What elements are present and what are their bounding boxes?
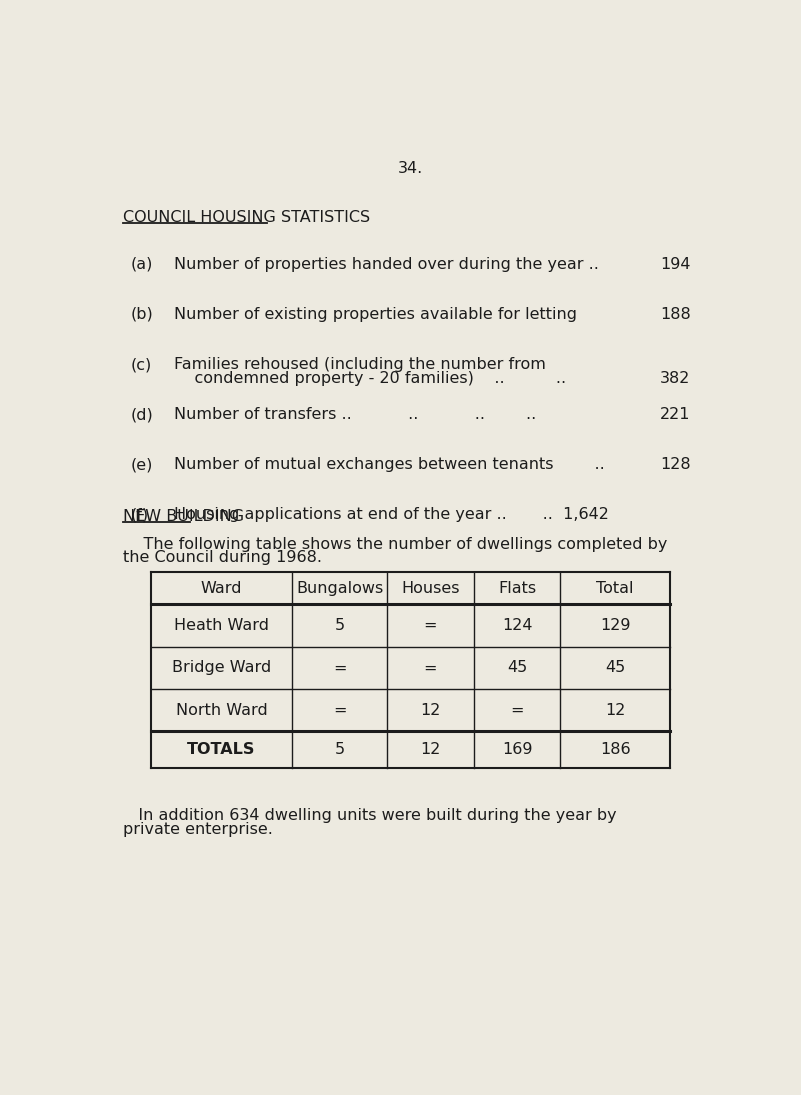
- Text: 169: 169: [501, 742, 533, 757]
- Text: 12: 12: [420, 742, 441, 757]
- Text: Number of transfers ..           ..           ..        ..: Number of transfers .. .. .. ..: [174, 407, 536, 422]
- Text: (d): (d): [131, 407, 154, 422]
- Text: 34.: 34.: [397, 161, 423, 175]
- Text: COUNCIL HOUSING STATISTICS: COUNCIL HOUSING STATISTICS: [123, 210, 371, 224]
- Text: (a): (a): [131, 257, 154, 272]
- Text: the Council during 1968.: the Council during 1968.: [123, 551, 322, 565]
- Text: The following table shows the number of dwellings completed by: The following table shows the number of …: [123, 538, 668, 552]
- Text: 5: 5: [335, 742, 344, 757]
- Text: 45: 45: [507, 660, 527, 676]
- Text: Families rehoused (including the number from: Families rehoused (including the number …: [174, 357, 545, 372]
- Text: (b): (b): [131, 307, 154, 322]
- Text: Bungalows: Bungalows: [296, 581, 383, 596]
- Text: private enterprise.: private enterprise.: [123, 822, 273, 837]
- Text: (c): (c): [131, 357, 152, 372]
- Text: TOTALS: TOTALS: [187, 742, 256, 757]
- Text: =: =: [424, 660, 437, 676]
- Text: 129: 129: [600, 618, 630, 633]
- Text: Total: Total: [597, 581, 634, 596]
- Text: Number of existing properties available for letting: Number of existing properties available …: [174, 307, 577, 322]
- Text: 186: 186: [600, 742, 630, 757]
- Text: Number of mutual exchanges between tenants        ..: Number of mutual exchanges between tenan…: [174, 457, 605, 472]
- Text: North Ward: North Ward: [175, 703, 268, 717]
- Text: =: =: [424, 618, 437, 633]
- Text: 221: 221: [660, 407, 690, 422]
- Text: 124: 124: [501, 618, 533, 633]
- Text: 382: 382: [660, 371, 690, 385]
- Text: =: =: [510, 703, 524, 717]
- Text: 128: 128: [660, 457, 690, 472]
- Text: Heath Ward: Heath Ward: [174, 618, 269, 633]
- Text: NEW BUILDING: NEW BUILDING: [123, 509, 244, 523]
- Text: In addition 634 dwelling units were built during the year by: In addition 634 dwelling units were buil…: [123, 808, 617, 823]
- Text: Houses: Houses: [401, 581, 460, 596]
- Text: 188: 188: [660, 307, 690, 322]
- Text: 5: 5: [335, 618, 344, 633]
- Text: Housing applications at end of the year ..       ..  1,642: Housing applications at end of the year …: [174, 507, 609, 522]
- Text: (e): (e): [131, 457, 154, 472]
- Text: (f): (f): [131, 507, 149, 522]
- Text: Number of properties handed over during the year ..: Number of properties handed over during …: [174, 257, 598, 272]
- Text: 194: 194: [660, 257, 690, 272]
- Text: Flats: Flats: [498, 581, 536, 596]
- Text: Bridge Ward: Bridge Ward: [171, 660, 271, 676]
- Text: =: =: [333, 660, 346, 676]
- Text: condemned property - 20 families)    ..          ..: condemned property - 20 families) .. ..: [174, 371, 566, 385]
- Text: 45: 45: [605, 660, 626, 676]
- Text: 12: 12: [605, 703, 626, 717]
- Text: 12: 12: [420, 703, 441, 717]
- Text: =: =: [333, 703, 346, 717]
- Text: Ward: Ward: [201, 581, 242, 596]
